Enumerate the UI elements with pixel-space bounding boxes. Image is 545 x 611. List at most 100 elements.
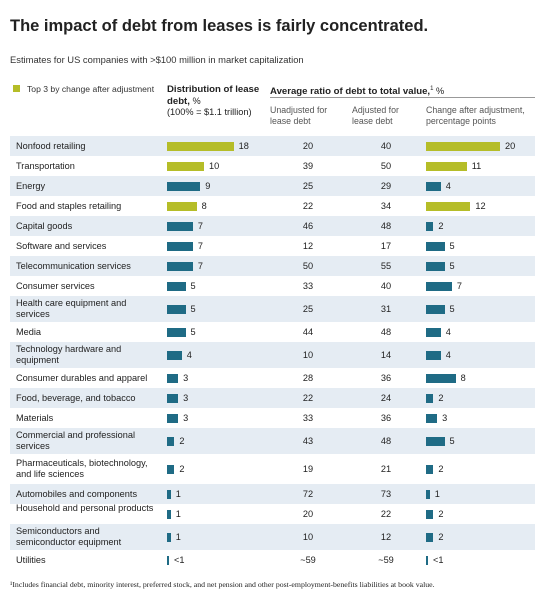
row-label: Materials	[16, 412, 54, 423]
table-row: Pharmaceuticals, biotechnology, and life…	[10, 454, 535, 484]
distribution-bar	[167, 161, 204, 171]
row-label: Telecommunication services	[16, 260, 131, 271]
unadjusted-value: 44	[302, 326, 314, 337]
change-bar	[426, 464, 434, 474]
adjusted-value: 12	[380, 531, 392, 542]
table-row: Semiconductors and semiconductor equipme…	[10, 524, 535, 550]
distribution-unit: %	[192, 95, 201, 106]
distribution-value: 2	[179, 435, 185, 446]
adjusted-value: 40	[380, 140, 392, 151]
change-bar	[426, 509, 434, 519]
change-value: 4	[445, 180, 451, 191]
distribution-bar	[167, 373, 179, 383]
adjusted-value: 24	[380, 392, 392, 403]
distribution-bar	[167, 464, 175, 474]
distribution-value: 3	[183, 412, 189, 423]
header-rule	[270, 97, 535, 98]
row-label: Commercial and professional services	[16, 430, 135, 451]
table-row: Materials 3 33 36 3	[10, 408, 535, 428]
unadjusted-value: 25	[302, 303, 314, 314]
distribution-value: 1	[175, 488, 181, 499]
unadjusted-value: 12	[302, 240, 314, 251]
table-row: Food and staples retailing 8 22 34 12	[10, 196, 535, 216]
unadjusted-value: 22	[302, 392, 314, 403]
change-value: 2	[438, 508, 444, 519]
adjusted-value: 36	[380, 372, 392, 383]
ratio-footnote-marker: 1	[430, 86, 434, 92]
row-label: Food and staples retailing	[16, 200, 122, 211]
distribution-bar	[167, 141, 234, 151]
distribution-value: 7	[197, 260, 204, 271]
table-row: Consumer services 5 33 40 7	[10, 276, 535, 296]
change-value: 4	[445, 349, 451, 360]
distribution-bar	[167, 304, 186, 314]
row-label: Food, beverage, and tobacco	[16, 392, 136, 403]
change-value: 2	[438, 220, 444, 231]
unadjusted-value: ~59	[300, 554, 316, 565]
adjusted-value: 50	[380, 160, 392, 171]
row-label: Consumer services	[16, 280, 95, 291]
distribution-bar	[167, 281, 186, 291]
distribution-value: 10	[209, 160, 220, 171]
change-value: 11	[471, 160, 482, 171]
row-label: Automobiles and components	[16, 488, 138, 499]
distribution-title: Distribution of lease debt,	[167, 84, 260, 107]
distribution-bar	[167, 489, 171, 499]
row-label: Software and services	[16, 240, 107, 251]
legend-swatch	[13, 85, 20, 92]
distribution-bar	[167, 241, 193, 251]
change-bar	[426, 532, 434, 542]
unadjusted-value: 33	[302, 412, 314, 423]
table-row: Automobiles and components 1 72 73 1	[10, 484, 535, 504]
table-row: Utilities <1 ~59 ~59 <1	[10, 550, 535, 570]
distribution-bar	[167, 532, 171, 542]
row-label: Utilities	[16, 554, 46, 565]
change-value: 7	[456, 280, 463, 291]
change-value: 5	[449, 303, 455, 314]
change-bar	[426, 350, 441, 360]
unadjusted-value: 19	[302, 463, 314, 474]
distribution-value: 7	[197, 240, 204, 251]
distribution-bar	[167, 393, 179, 403]
distribution-header: Distribution of lease debt, % (100% = $1…	[167, 84, 267, 119]
table-row: Transportation 10 39 50 11	[10, 156, 535, 176]
change-bar	[426, 161, 467, 171]
unadjusted-value: 10	[302, 349, 314, 360]
col-unadjusted-header: Unadjusted for lease debt	[270, 105, 328, 126]
distribution-value: 5	[190, 280, 196, 291]
adjusted-value: 14	[380, 349, 392, 360]
unadjusted-value: 10	[302, 531, 314, 542]
row-label: Household and personal products	[16, 503, 154, 513]
distribution-value: 1	[175, 508, 181, 519]
table-row: Technology hardware and equipment 4 10 14 4	[10, 342, 535, 368]
unadjusted-value: 46	[302, 220, 314, 231]
change-bar	[426, 201, 471, 211]
change-value: <1	[433, 554, 444, 565]
distribution-bar	[167, 181, 201, 191]
distribution-value: 8	[201, 200, 207, 211]
adjusted-value: 40	[380, 280, 392, 291]
change-value: 1	[434, 488, 440, 499]
change-value: 12	[475, 200, 486, 211]
distribution-value: 2	[179, 463, 185, 474]
change-bar	[426, 141, 500, 151]
distribution-value: 4	[186, 349, 192, 360]
chart-title: The impact of debt from leases is fairly…	[10, 17, 429, 35]
adjusted-value: 21	[380, 463, 392, 474]
adjusted-value: ~59	[378, 554, 394, 565]
row-label: Semiconductors and semiconductor equipme…	[16, 526, 122, 547]
table-row: Energy 9 25 29 4	[10, 176, 535, 196]
change-value: 5	[449, 435, 455, 446]
distribution-value: 5	[190, 303, 196, 314]
distribution-bar	[167, 555, 169, 565]
unadjusted-value: 43	[302, 435, 314, 446]
change-value: 4	[445, 326, 451, 337]
distribution-bar	[167, 350, 182, 360]
change-bar	[426, 181, 441, 191]
unadjusted-value: 22	[302, 200, 314, 211]
change-bar	[426, 281, 452, 291]
change-value: 20	[505, 140, 516, 151]
adjusted-value: 34	[380, 200, 392, 211]
table-row: Nonfood retailing 18 20 40 20	[10, 136, 535, 156]
distribution-value: 5	[190, 326, 196, 337]
